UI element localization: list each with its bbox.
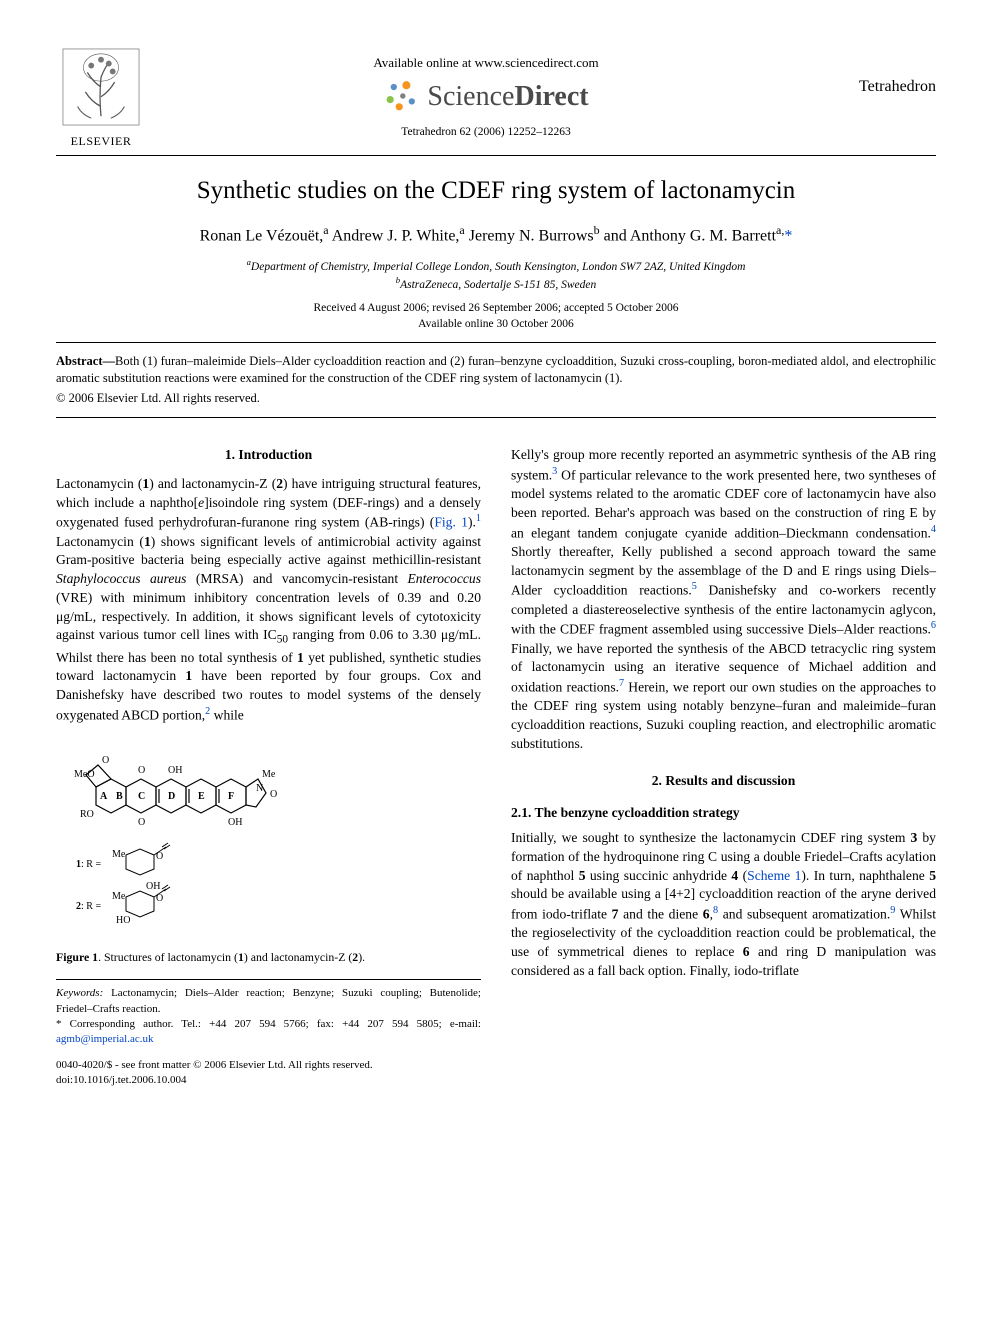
svg-text:N: N [256, 783, 263, 794]
chemical-structure-icon: MeO RO O O O OH OH Me N O A B C D E F [56, 737, 316, 937]
copyright-line: © 2006 Elsevier Ltd. All rights reserved… [56, 390, 936, 407]
page-header: ELSEVIER Available online at www.science… [56, 48, 936, 149]
keywords-label: Keywords: [56, 987, 103, 999]
svg-text:E: E [198, 791, 205, 802]
ref-3-link[interactable]: 3 [552, 466, 557, 477]
authors-line: Ronan Le Vézouët,a Andrew J. P. White,a … [56, 222, 936, 247]
scheme-1-link[interactable]: Scheme 1 [747, 868, 801, 883]
doi-line: doi:10.1016/j.tet.2006.10.004 [56, 1073, 481, 1088]
keywords-text: Lactonamycin; Diels–Alder reaction; Benz… [56, 987, 481, 1014]
svg-text:O: O [138, 817, 145, 828]
affiliation-b: bAstraZeneca, Sodertalje S-151 85, Swede… [56, 275, 936, 293]
svg-text:F: F [228, 791, 234, 802]
section-2-1-paragraph: Initially, we sought to synthesize the l… [511, 829, 936, 981]
svg-text:O: O [270, 789, 277, 800]
ref-5-link[interactable]: 5 [692, 581, 697, 592]
elsevier-logo-block: ELSEVIER [56, 48, 146, 149]
footnotes-block: Keywords: Lactonamycin; Diels–Alder reac… [56, 979, 481, 1048]
svg-text:OH: OH [146, 881, 160, 892]
abstract-block: Abstract—Both (1) furan–maleimide Diels–… [56, 353, 936, 387]
svg-text:B: B [116, 791, 123, 802]
sciencedirect-text: ScienceDirect [427, 78, 588, 116]
body-columns: 1. Introduction Lactonamycin (1) and lac… [56, 446, 936, 1088]
svg-text:OH: OH [168, 765, 182, 776]
section-2-1-heading: 2.1. The benzyne cycloaddition strategy [511, 804, 936, 823]
ref-2-link[interactable]: 2 [205, 706, 210, 717]
svg-text:C: C [138, 791, 145, 802]
svg-text:D: D [168, 791, 175, 802]
center-header: Available online at www.sciencedirect.co… [146, 48, 826, 141]
corresponding-author-link[interactable]: * [784, 227, 792, 244]
figure-1-caption: Figure 1. Structures of lactonamycin (1)… [56, 949, 481, 965]
svg-text:O: O [102, 755, 109, 766]
svg-text:1: R =: 1: R = [76, 859, 101, 870]
ref-6-link[interactable]: 6 [931, 620, 936, 631]
section-1-heading: 1. Introduction [56, 446, 481, 465]
ref-7-link[interactable]: 7 [619, 678, 624, 689]
corresponding-email-link[interactable]: agmb@imperial.ac.uk [56, 1033, 154, 1045]
ref-8-link[interactable]: 8 [713, 905, 718, 916]
svg-text:O: O [138, 765, 145, 776]
abstract-text: Both (1) furan–maleimide Diels–Alder cyc… [56, 354, 936, 385]
journal-name: Tetrahedron [826, 48, 936, 98]
citation-line: Tetrahedron 62 (2006) 12252–12263 [146, 125, 826, 141]
svg-text:Me: Me [112, 849, 126, 860]
sciencedirect-logo: ScienceDirect [146, 78, 826, 116]
right-column: Kelly's group more recently reported an … [511, 446, 936, 1088]
online-date: Available online 30 October 2006 [56, 317, 936, 333]
received-dates: Received 4 August 2006; revised 26 Septe… [56, 301, 936, 317]
elsevier-label: ELSEVIER [56, 133, 146, 149]
front-matter-line: 0040-4020/$ - see front matter © 2006 El… [56, 1058, 481, 1073]
left-column: 1. Introduction Lactonamycin (1) and lac… [56, 446, 481, 1088]
figure-1-structure: MeO RO O O O OH OH Me N O A B C D E F [56, 737, 481, 943]
svg-text:2: R =: 2: R = [76, 901, 101, 912]
header-rule [56, 155, 936, 156]
svg-text:Me: Me [262, 769, 276, 780]
elsevier-tree-icon [62, 48, 140, 126]
article-title: Synthetic studies on the CDEF ring syste… [56, 174, 936, 208]
abstract-label: Abstract— [56, 354, 115, 368]
abstract-rule-bottom [56, 417, 936, 418]
corresponding-author-line: * Corresponding author. Tel.: +44 207 59… [56, 1017, 481, 1048]
ref-1-link[interactable]: 1 [476, 513, 481, 524]
ref-4-link[interactable]: 4 [931, 524, 936, 535]
svg-text:MeO: MeO [74, 769, 95, 780]
intro-paragraph-2: Kelly's group more recently reported an … [511, 446, 936, 754]
intro-paragraph-1: Lactonamycin (1) and lactonamycin-Z (2) … [56, 475, 481, 725]
svg-text:A: A [100, 791, 108, 802]
abstract-rule-top [56, 342, 936, 343]
svg-text:OH: OH [228, 817, 242, 828]
svg-text:HO: HO [116, 915, 130, 926]
svg-text:Me: Me [112, 891, 126, 902]
sciencedirect-dots-icon [383, 78, 419, 114]
keywords-line: Keywords: Lactonamycin; Diels–Alder reac… [56, 986, 481, 1017]
ref-9-link[interactable]: 9 [890, 905, 895, 916]
affiliation-a: aDepartment of Chemistry, Imperial Colle… [56, 257, 936, 275]
available-online-text: Available online at www.sciencedirect.co… [146, 54, 826, 72]
fig1-link[interactable]: Fig. 1 [434, 515, 468, 530]
section-2-heading: 2. Results and discussion [511, 772, 936, 791]
svg-text:RO: RO [80, 809, 94, 820]
